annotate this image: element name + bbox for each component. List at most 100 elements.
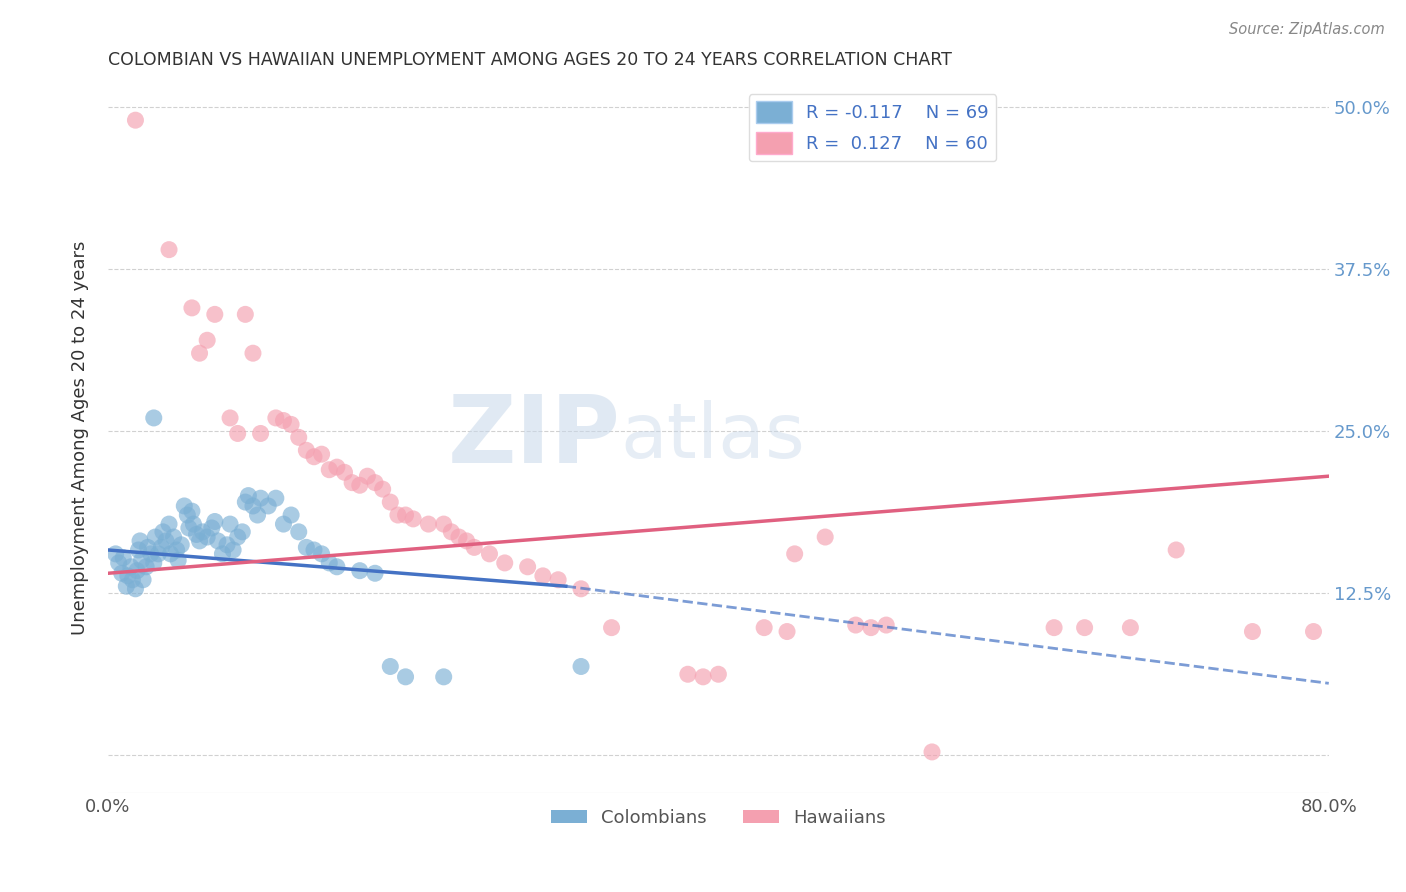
Point [211,547,233,561]
Point [128,543,150,558]
Point [1043,621,1066,635]
Point [157,517,180,532]
Point [921,745,943,759]
Point [129,533,152,548]
Point [115,579,138,593]
Point [111,566,134,581]
Point [204,307,226,321]
Point [180,301,202,315]
Point [531,569,554,583]
Point [150,541,173,555]
Point [463,541,485,555]
Point [433,670,456,684]
Point [273,413,295,427]
Point [135,559,157,574]
Point [207,533,229,548]
Point [295,443,318,458]
Point [783,547,806,561]
Point [155,533,177,548]
Point [456,533,478,548]
Point [569,659,592,673]
Point [814,530,837,544]
Point [1241,624,1264,639]
Point [142,556,165,570]
Point [124,113,146,128]
Point [692,670,714,684]
Point [173,499,195,513]
Point [318,556,340,570]
Point [280,417,302,432]
Point [201,521,224,535]
Point [264,491,287,506]
Point [139,547,162,561]
Point [117,569,139,583]
Point [157,243,180,257]
Point [676,667,699,681]
Point [186,527,208,541]
Point [231,524,253,539]
Point [183,517,205,532]
Point [776,624,799,639]
Point [238,489,260,503]
Point [326,559,349,574]
Point [340,475,363,490]
Legend: Colombians, Hawaiians: Colombians, Hawaiians [543,802,893,834]
Point [394,670,416,684]
Point [859,621,882,635]
Point [311,447,333,461]
Point [349,564,371,578]
Point [380,495,402,509]
Point [222,543,245,558]
Point [418,517,440,532]
Point [195,333,218,347]
Point [257,499,280,513]
Point [295,541,318,555]
Point [302,450,325,464]
Point [233,307,256,321]
Point [131,553,153,567]
Point [600,621,623,635]
Text: atlas: atlas [620,401,806,475]
Point [287,524,309,539]
Point [233,495,256,509]
Point [152,524,174,539]
Point [402,512,425,526]
Point [1166,543,1188,558]
Point [380,659,402,673]
Point [371,482,394,496]
Point [478,547,501,561]
Point [387,508,409,522]
Point [121,573,143,587]
Point [326,460,349,475]
Point [219,411,242,425]
Point [143,530,166,544]
Point [246,508,269,522]
Point [142,411,165,425]
Point [242,499,264,513]
Point [302,543,325,558]
Text: ZIP: ZIP [449,392,620,483]
Point [1073,621,1095,635]
Point [159,547,181,561]
Point [516,559,538,574]
Text: COLOMBIAN VS HAWAIIAN UNEMPLOYMENT AMONG AGES 20 TO 24 YEARS CORRELATION CHART: COLOMBIAN VS HAWAIIAN UNEMPLOYMENT AMONG… [108,51,952,69]
Point [226,530,249,544]
Point [433,517,456,532]
Point [318,463,340,477]
Point [104,547,127,561]
Point [264,411,287,425]
Point [188,533,211,548]
Point [547,573,569,587]
Point [333,465,356,479]
Point [120,559,142,574]
Point [125,564,148,578]
Point [176,508,198,522]
Point [311,547,333,561]
Point [364,475,387,490]
Point [191,524,214,539]
Point [215,538,238,552]
Point [112,550,135,565]
Point [204,515,226,529]
Point [569,582,592,596]
Point [177,521,200,535]
